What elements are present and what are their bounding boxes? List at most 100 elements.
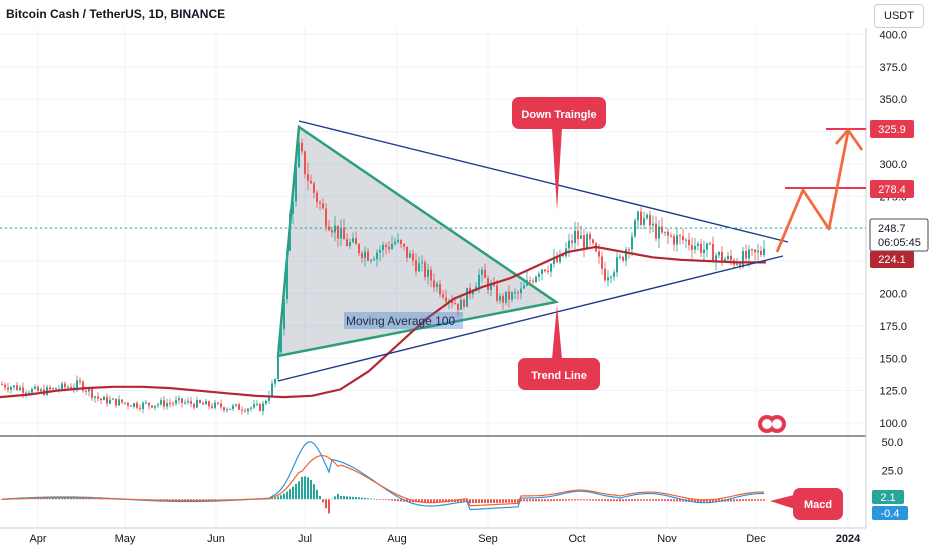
histogram-bar — [502, 499, 504, 503]
histogram-bar — [478, 499, 480, 504]
time-tick: Nov — [657, 533, 677, 545]
candle-body — [415, 260, 417, 272]
candle-body — [625, 249, 627, 261]
candle-body — [535, 276, 537, 283]
candle-body — [742, 251, 744, 267]
candle-body — [673, 236, 675, 245]
macd-tick: 25.0 — [882, 466, 903, 478]
time-tick: Apr — [29, 533, 46, 545]
candle-body — [352, 238, 354, 243]
candle-body — [487, 278, 489, 291]
candle-body — [430, 269, 432, 281]
candle-body — [169, 403, 171, 405]
candle-body — [19, 387, 21, 390]
histogram-bar — [328, 499, 330, 514]
candle-body — [547, 271, 549, 273]
candle-body — [727, 255, 729, 260]
histogram-bar — [499, 499, 501, 503]
histogram-bar — [694, 499, 696, 502]
candle-body — [754, 249, 756, 253]
candle-body — [283, 298, 285, 329]
candle-body — [4, 384, 6, 388]
price-tick: 175.0 — [879, 321, 907, 333]
histogram-bar — [31, 498, 33, 500]
histogram-bar — [94, 498, 96, 500]
histogram-bar — [355, 497, 357, 500]
down-triangle-pattern — [276, 124, 560, 358]
histogram-bar — [508, 499, 510, 503]
candle-body — [82, 381, 84, 391]
histogram-bar — [298, 481, 300, 500]
candle-body — [202, 402, 204, 405]
candle-body — [442, 294, 444, 298]
histogram-bar — [547, 499, 549, 502]
candle-body — [622, 256, 624, 261]
candle-body — [520, 288, 522, 294]
candle-body — [736, 263, 738, 265]
candle-body — [130, 405, 132, 407]
histogram-bar — [190, 499, 192, 501]
candle-body — [730, 255, 732, 261]
histogram-bar — [652, 499, 654, 501]
histogram-bar — [709, 499, 711, 503]
histogram-bar — [532, 499, 534, 502]
histogram-bar — [220, 499, 222, 500]
histogram-bar — [79, 498, 81, 500]
price-tick: 125.0 — [879, 386, 907, 398]
candle-body — [637, 211, 639, 221]
candle-body — [226, 409, 228, 411]
candle-body — [592, 239, 594, 244]
candle-body — [706, 243, 708, 250]
candle-body — [16, 385, 18, 390]
candle-body — [676, 235, 678, 245]
histogram-bar — [214, 499, 216, 500]
histogram-bar — [607, 499, 609, 502]
candle-body — [751, 249, 753, 251]
trend-line-callout-text: Trend Line — [531, 370, 587, 382]
candle-body — [619, 256, 621, 258]
histogram-bar — [691, 499, 693, 502]
histogram-bar — [301, 476, 303, 500]
time-tick: Oct — [568, 533, 585, 545]
histogram-bar — [349, 496, 351, 500]
histogram-bar — [571, 499, 573, 501]
candle-body — [628, 249, 630, 251]
candle-body — [31, 388, 33, 393]
candle-body — [199, 400, 201, 403]
candle-body — [112, 398, 114, 400]
histogram-bar — [520, 499, 522, 502]
candle-body — [247, 408, 249, 412]
candle-body — [124, 402, 126, 404]
histogram-bar — [433, 499, 435, 503]
candle-body — [601, 256, 603, 269]
histogram-bar — [316, 489, 318, 500]
histogram-bar — [424, 499, 426, 503]
histogram-bar — [346, 496, 348, 500]
candle-body — [499, 295, 501, 301]
histogram-bar — [385, 499, 387, 501]
histogram-bar — [622, 499, 624, 502]
candle-body — [259, 403, 261, 411]
histogram-bar — [199, 499, 201, 501]
candle-body — [307, 174, 309, 181]
histogram-bar — [337, 493, 339, 500]
currency-selector[interactable]: USDT — [874, 4, 924, 28]
signal-value-text: -0.4 — [881, 508, 900, 520]
candle-body — [229, 408, 231, 410]
histogram-bar — [706, 499, 708, 503]
histogram-bar — [55, 498, 57, 500]
histogram-bar — [736, 499, 738, 502]
histogram-bar — [631, 499, 633, 501]
histogram-bar — [82, 498, 84, 500]
histogram-bar — [49, 498, 51, 500]
candle-body — [757, 250, 759, 253]
histogram-bar — [319, 495, 321, 500]
candle-body — [76, 380, 78, 388]
histogram-bar — [322, 499, 324, 503]
candle-body — [187, 401, 189, 403]
histogram-bar — [85, 498, 87, 500]
candle-body — [412, 253, 414, 261]
candle-body — [631, 236, 633, 250]
histogram-bar — [595, 499, 597, 501]
